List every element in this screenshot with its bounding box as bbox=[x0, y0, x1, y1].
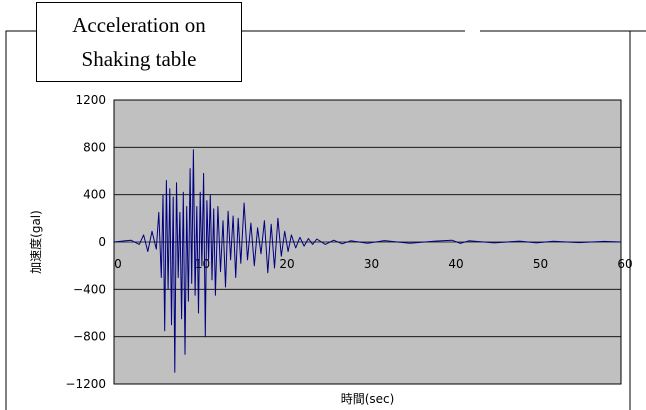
x-tick-label: 30 bbox=[364, 257, 379, 271]
x-tick-label: 20 bbox=[279, 257, 294, 271]
chart-title-line-1: Acceleration on bbox=[72, 13, 206, 37]
y-tick-labels: 1200 800 400 0 −400 −800 −1200 bbox=[65, 93, 106, 391]
y-tick-label: 800 bbox=[83, 140, 106, 154]
x-tick-label: 50 bbox=[533, 257, 548, 271]
acceleration-series-line bbox=[113, 149, 622, 373]
x-axis-label: 時間(sec) bbox=[341, 392, 395, 406]
x-tick-label: 60 bbox=[617, 257, 632, 271]
y-tick-label: −400 bbox=[73, 282, 106, 296]
x-tick-label: 40 bbox=[448, 257, 463, 271]
y-tick-label: 400 bbox=[83, 188, 106, 202]
chart-title-line-2: Shaking table bbox=[81, 47, 197, 71]
y-axis-label: 加速度(gal) bbox=[28, 210, 43, 274]
y-tick-label: −800 bbox=[73, 330, 106, 344]
x-tick-labels: 0 10 20 30 40 50 60 bbox=[114, 257, 632, 271]
y-tick-label: 0 bbox=[98, 235, 106, 249]
y-tick-label: −1200 bbox=[65, 377, 106, 391]
chart-title-box: Acceleration on Shaking table bbox=[36, 2, 242, 82]
x-tick-label: 0 bbox=[114, 257, 122, 271]
y-tick-label: 1200 bbox=[75, 93, 106, 107]
